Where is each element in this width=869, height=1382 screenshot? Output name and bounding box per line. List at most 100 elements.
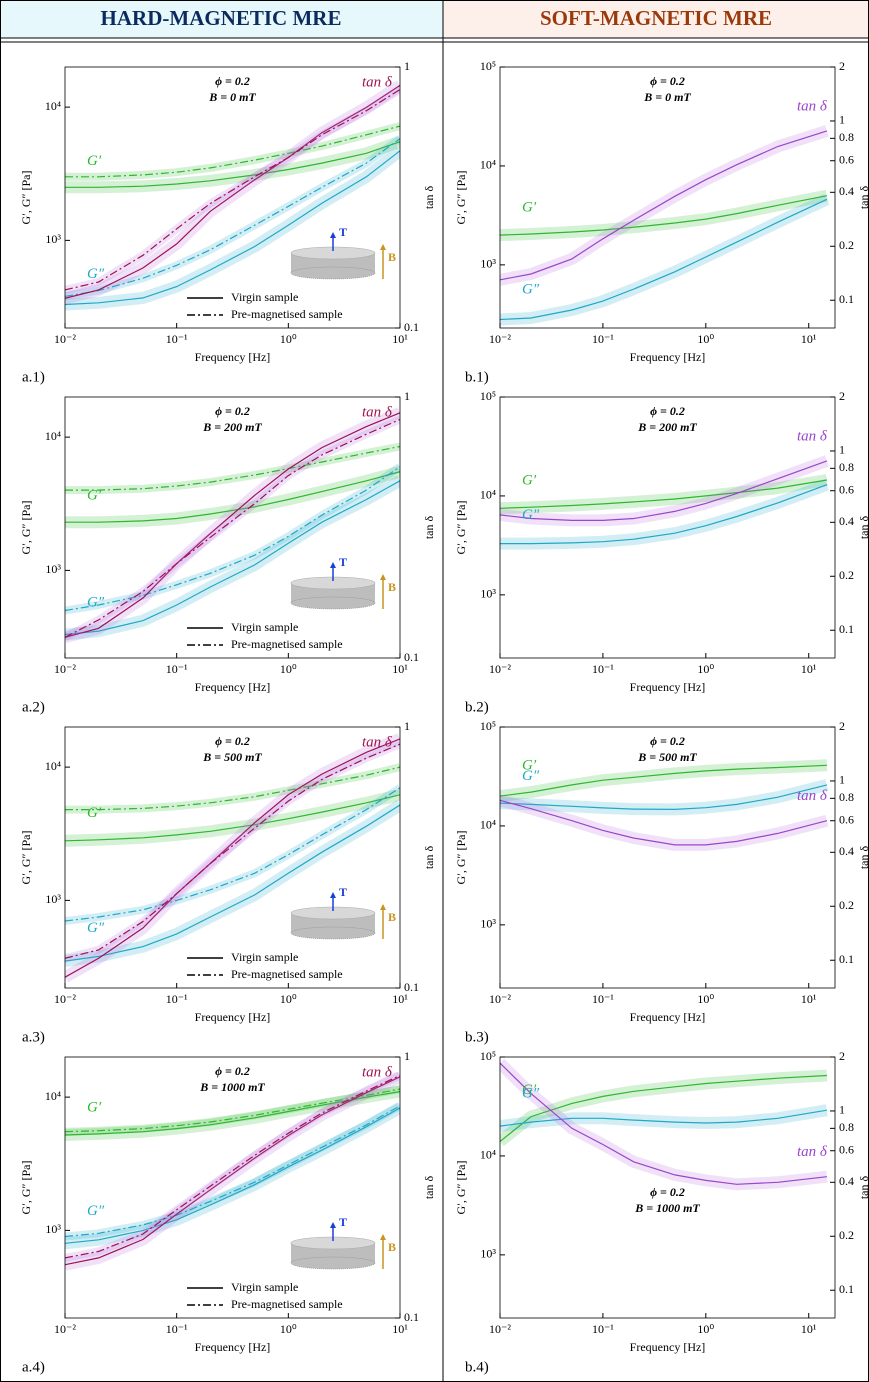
x-tick-label: 10⁰	[697, 1322, 714, 1336]
x-tick-label: 10⁻²	[489, 332, 511, 346]
series-line	[65, 743, 400, 959]
y2-tick-label: 1	[839, 113, 845, 127]
panel-label: b.2)	[465, 699, 489, 715]
y-axis-label: G′, G″ [Pa]	[454, 1161, 468, 1215]
series-line	[500, 799, 828, 846]
y-tick-label: 10⁴	[480, 818, 496, 832]
x-tick-label: 10⁻¹	[592, 332, 614, 346]
y2-tick-label: 0.1	[839, 952, 854, 966]
y2-tick-label: 0.1	[839, 1282, 854, 1296]
series-line	[65, 1105, 400, 1238]
band	[65, 463, 400, 615]
x-axis-label: Frequency [Hz]	[195, 1340, 271, 1354]
x-tick-label: 10⁰	[280, 332, 297, 346]
curve-label: tan δ	[362, 404, 393, 420]
annotation: ϕ = 0.2	[215, 734, 250, 748]
x-tick-label: 10⁻²	[489, 992, 511, 1006]
panel-label: a.4)	[22, 1359, 45, 1375]
annotation: B = 200 mT	[637, 420, 697, 434]
column-header: SOFT-MAGNETIC MRE	[540, 6, 772, 30]
curve-label: tan δ	[362, 74, 393, 90]
legend-label: Pre-magnetised sample	[231, 307, 343, 321]
y-tick-label: 10⁵	[480, 719, 496, 733]
panel-label: b.3)	[465, 1029, 489, 1045]
icon-label: T	[339, 555, 347, 569]
y2-axis-label: tan δ	[857, 1176, 869, 1200]
series-line	[500, 198, 828, 321]
y-tick-label: 10⁴	[45, 429, 61, 443]
y2-tick-label: 0.1	[404, 1310, 419, 1324]
y-axis-label: G′, G″ [Pa]	[19, 831, 33, 885]
column-header: HARD-MAGNETIC MRE	[101, 6, 342, 30]
x-tick-label: 10⁻²	[54, 992, 76, 1006]
x-axis-label: Frequency [Hz]	[195, 350, 271, 364]
y-tick-label: 10³	[45, 1222, 61, 1236]
y-tick-label: 10³	[45, 232, 61, 246]
legend-label: Pre-magnetised sample	[231, 967, 343, 981]
plot-frame	[64, 726, 401, 989]
y2-tick-label: 0.1	[839, 622, 854, 636]
x-tick-label: 10¹	[392, 992, 408, 1006]
curve-label: G′	[522, 199, 537, 215]
x-axis-label: Frequency [Hz]	[630, 680, 706, 694]
plot	[65, 80, 400, 311]
x-tick-label: 10⁻²	[54, 1322, 76, 1336]
curve-label: G″	[87, 595, 105, 611]
legend-label: Virgin sample	[231, 950, 298, 964]
y-axis-label: G′, G″ [Pa]	[19, 171, 33, 225]
curve-label: tan δ	[797, 98, 828, 114]
y2-tick-label: 1	[839, 1103, 845, 1117]
series-line	[500, 1074, 827, 1142]
plot-frame	[64, 66, 401, 329]
y-axis-label: G′, G″ [Pa]	[454, 171, 468, 225]
header-bg	[443, 0, 869, 38]
y-tick-label: 10³	[45, 892, 61, 906]
y2-tick-label: 0.1	[839, 292, 854, 306]
y2-tick-label: 0.4	[839, 1174, 854, 1188]
series-line	[65, 471, 400, 523]
series-line	[500, 784, 828, 811]
curve-label: G′	[522, 1082, 537, 1098]
y2-tick-label: 0.2	[839, 898, 854, 912]
icon-bottom	[290, 596, 376, 610]
icon-bottom	[290, 926, 376, 940]
y-tick-label: 10⁵	[480, 1049, 496, 1063]
x-tick-label: 10⁻²	[54, 332, 76, 346]
plot	[500, 455, 829, 550]
y-tick-label: 10³	[480, 917, 496, 931]
annotation: B = 0 mT	[208, 90, 256, 104]
y2-tick-label: 2	[839, 389, 845, 403]
plot	[65, 733, 400, 983]
x-tick-label: 10⁰	[280, 662, 297, 676]
y2-tick-label: 0.2	[839, 568, 854, 582]
band	[500, 193, 830, 326]
y2-axis-label: tan δ	[857, 846, 869, 870]
y2-tick-label: 0.4	[839, 514, 854, 528]
series-line	[65, 794, 400, 842]
series-line	[65, 1091, 400, 1136]
icon-arrow-head	[380, 244, 386, 250]
y-axis-label: G′, G″ [Pa]	[19, 501, 33, 555]
curve-label: G″	[87, 266, 105, 282]
series-line	[500, 130, 828, 281]
x-axis-label: Frequency [Hz]	[195, 680, 271, 694]
y2-tick-label: 2	[839, 719, 845, 733]
plot	[500, 125, 830, 326]
y2-tick-label: 0.2	[839, 238, 854, 252]
icon-arrow-head	[330, 1222, 336, 1228]
y2-axis-label: tan δ	[857, 516, 869, 540]
series-line	[65, 787, 400, 922]
series-line	[65, 418, 400, 638]
plot-frame	[499, 66, 836, 329]
series-line	[500, 484, 828, 545]
series-line	[500, 1109, 827, 1127]
y-axis-label: G′, G″ [Pa]	[454, 831, 468, 885]
y-tick-label: 10⁴	[480, 1148, 496, 1162]
y2-tick-label: 0.8	[839, 790, 854, 804]
x-tick-label: 10⁻¹	[166, 332, 188, 346]
y2-tick-label: 0.4	[839, 844, 854, 858]
series-line	[65, 88, 400, 291]
curve-label: G″	[522, 768, 540, 784]
plot-frame	[64, 396, 401, 659]
series-line	[65, 1088, 400, 1133]
